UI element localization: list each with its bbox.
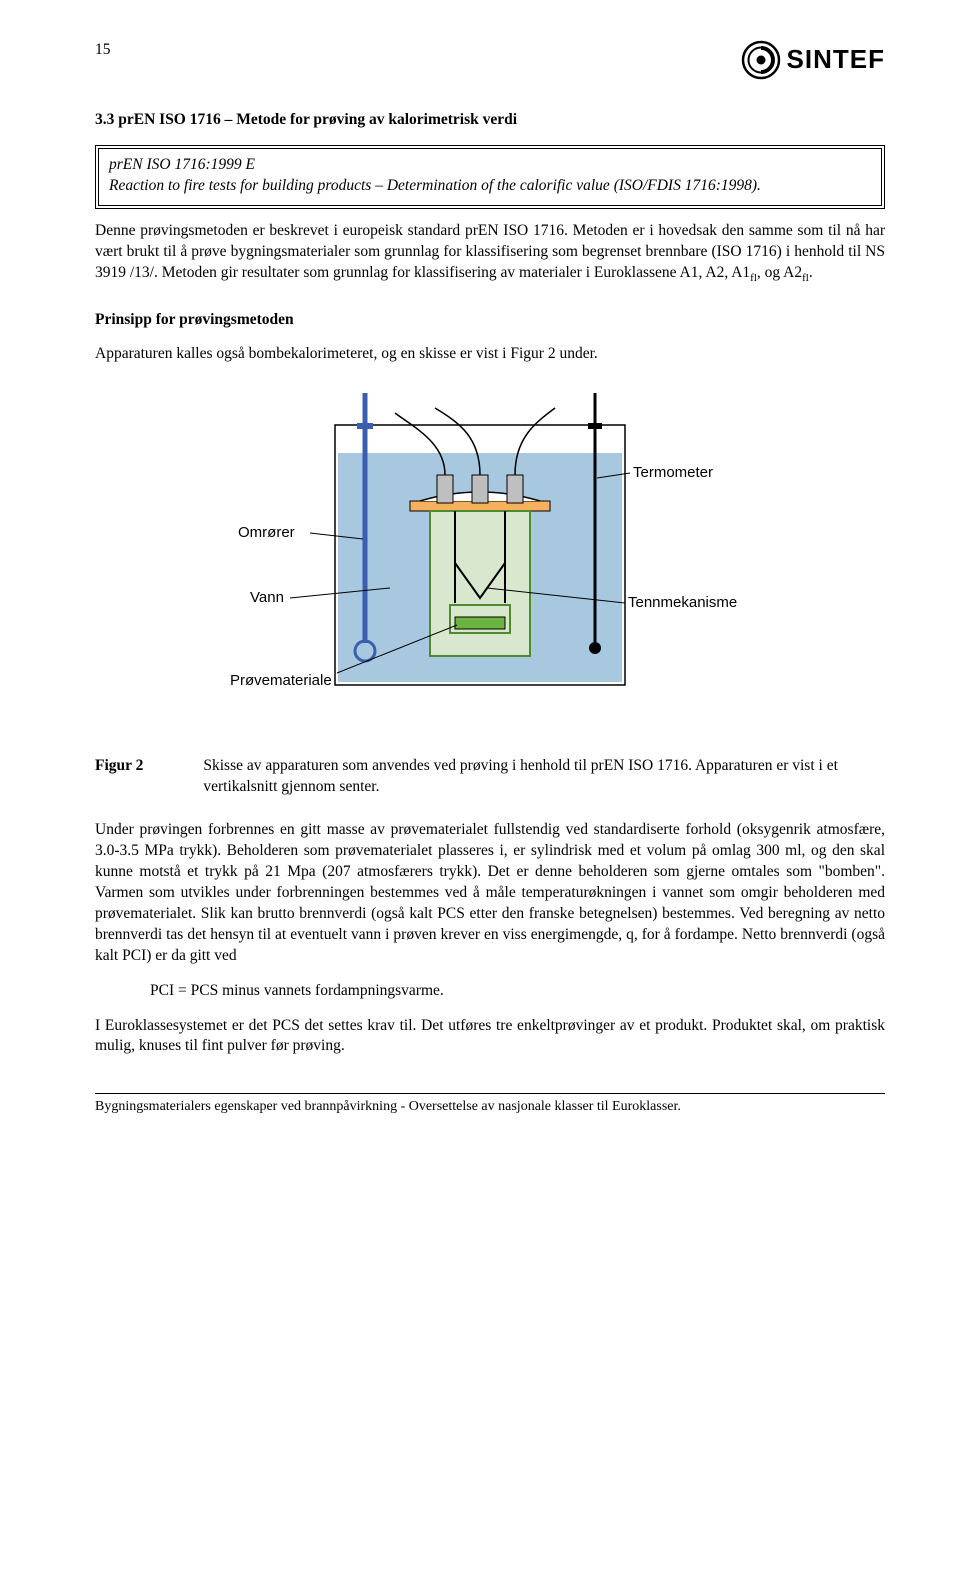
label-omrorer: Omrører [238,524,295,541]
sintef-logo-icon [741,40,781,80]
standard-reference-box: prEN ISO 1716:1999 E Reaction to fire te… [95,145,885,209]
formula: PCI = PCS minus vannets fordampningsvarm… [150,981,885,1002]
page-footer: Bygningsmaterialers egenskaper ved brann… [95,1093,885,1117]
label-tennmekanisme: Tennmekanisme [628,594,737,611]
figure-caption-text: Skisse av apparaturen som anvendes ved p… [203,756,885,798]
page-header: 15 SINTEF [95,40,885,80]
figure-caption: Figur 2 Skisse av apparaturen som anvend… [95,756,885,798]
subheading: Prinsipp for prøvingsmetoden [95,310,885,331]
figure-2: Omrører Vann Prøvemateriale Termometer T… [95,383,885,720]
figure-caption-label: Figur 2 [95,756,143,798]
intro-paragraph: Denne prøvingsmetoden er beskrevet i eur… [95,221,885,286]
section-title: 3.3 prEN ISO 1716 – Metode for prøving a… [95,110,885,131]
standard-line-2: Reaction to fire tests for building prod… [109,177,761,194]
requirements-paragraph: I Euroklassesystemet er det PCS det sett… [95,1016,885,1058]
logo-text: SINTEF [787,42,885,77]
label-provemateriale: Prøvemateriale [230,672,332,689]
label-vann: Vann [250,589,284,606]
calorimeter-diagram: Omrører Vann Prøvemateriale Termometer T… [225,383,755,713]
sintef-logo: SINTEF [741,40,885,80]
standard-line-1: prEN ISO 1716:1999 E [109,155,871,176]
apparatus-paragraph: Apparaturen kalles også bombekalorimeter… [95,344,885,365]
label-termometer: Termometer [633,464,713,481]
method-paragraph: Under prøvingen forbrennes en gitt masse… [95,820,885,966]
page-number: 15 [95,40,111,61]
